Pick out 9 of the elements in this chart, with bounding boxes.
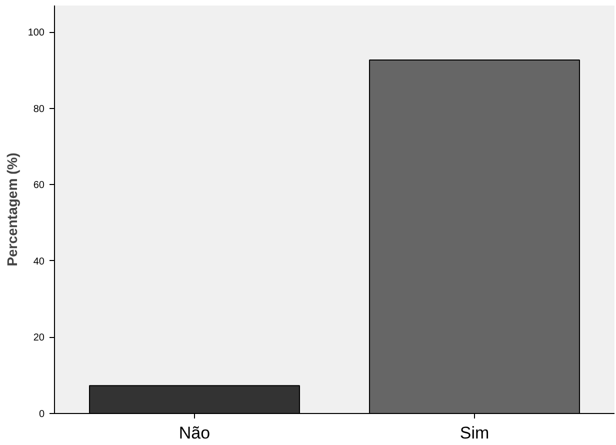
y-tick-label: 80 — [33, 104, 45, 115]
x-tick-label: Sim — [460, 424, 490, 442]
y-tick-label: 60 — [33, 180, 45, 192]
y-tick-label: 40 — [33, 256, 45, 268]
y-tick-label: 100 — [28, 28, 45, 39]
y-tick-label: 20 — [33, 332, 45, 344]
x-tick-label: Não — [178, 424, 210, 442]
y-tick-label: 0 — [38, 409, 45, 420]
y-axis-title: Percentagem (%) — [4, 152, 20, 266]
